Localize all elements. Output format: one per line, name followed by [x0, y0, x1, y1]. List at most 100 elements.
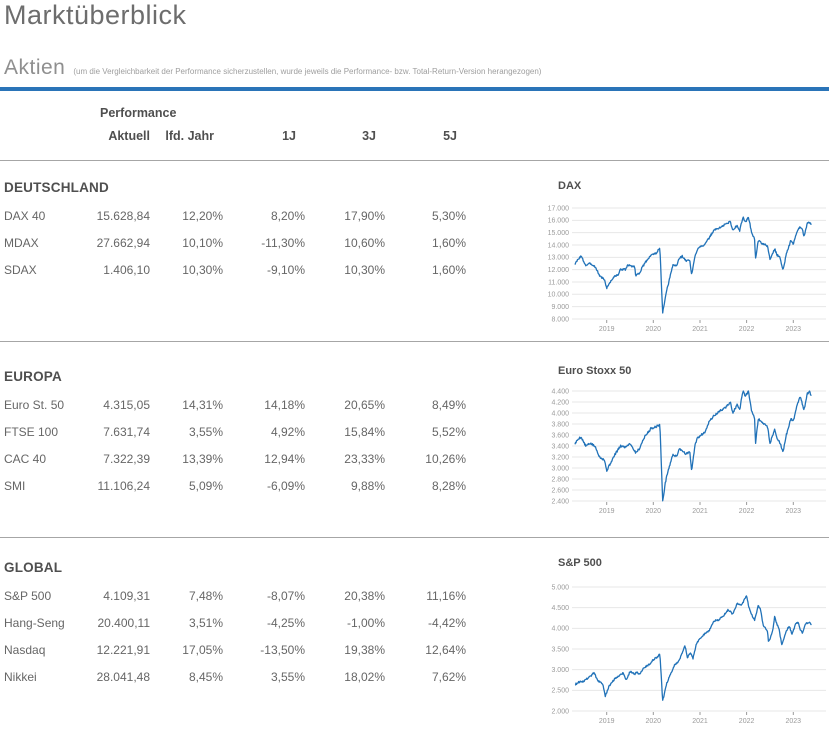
- x-axis: 2019 2020 2021 2022 2023: [599, 320, 801, 333]
- value-5j: 10,26%: [425, 452, 466, 466]
- x-tick-label: 2020: [646, 508, 662, 515]
- value-1j: 14,18%: [264, 398, 305, 412]
- y-tick-label: 3.200: [551, 454, 569, 461]
- x-tick-label: 2019: [599, 718, 615, 725]
- section-rows: DAX 40 15.628,84 12,20% 8,20% 17,90% 5,3…: [4, 203, 474, 284]
- x-axis: 2019 2020 2021 2022 2023: [599, 712, 801, 725]
- table-row: SMI 11.106,24 5,09% -6,09% 9,88% 8,28%: [4, 473, 466, 500]
- value-5j: 11,16%: [426, 589, 466, 603]
- index-name: Hang-Seng: [4, 616, 65, 630]
- value-1j: 3,55%: [270, 670, 305, 684]
- dax-chart: 17.000 16.000 15.000 14.000 13.000 12.000 11.0…: [548, 205, 826, 333]
- section-rows: S&P 500 4.109,31 7,48% -8,07% 20,38% 11,…: [4, 583, 474, 691]
- value-aktuell: 4.109,31: [103, 589, 150, 603]
- value-1j: -8,07%: [266, 589, 305, 603]
- y-tick-label: 4.200: [551, 399, 569, 406]
- x-tick-label: 2022: [739, 718, 755, 725]
- index-name: MDAX: [4, 236, 39, 250]
- dax-chart-title: DAX: [558, 180, 582, 192]
- col-header-lfd-jahr: lfd. Jahr: [165, 129, 214, 143]
- col-header-1j: 1J: [282, 129, 296, 143]
- value-3j: 17,90%: [344, 209, 385, 223]
- value-lfd-jahr: 7,48%: [188, 589, 223, 603]
- aktien-heading: Aktien: [4, 56, 66, 79]
- y-tick-label: 3.000: [551, 667, 569, 674]
- x-axis: 2019 2020 2021 2022 2023: [599, 502, 801, 515]
- x-tick-label: 2021: [692, 326, 708, 333]
- table-row: Euro St. 50 4.315,05 14,31% 14,18% 20,65…: [4, 392, 466, 419]
- y-tick-label: 9.000: [551, 304, 569, 311]
- y-tick-label: 2.600: [551, 487, 569, 494]
- price-line: [574, 216, 812, 314]
- price-line: [574, 390, 812, 502]
- table-row: Nasdaq 12.221,91 17,05% -13,50% 19,38% 1…: [4, 637, 466, 664]
- value-3j: -1,00%: [346, 616, 385, 630]
- value-1j: -13,50%: [260, 643, 305, 657]
- index-name: DAX 40: [4, 209, 46, 223]
- value-aktuell: 20.400,11: [97, 616, 151, 630]
- section-heading-line: Aktien (um die Vergleichbarkeit der Perf…: [4, 56, 541, 80]
- table-row: DAX 40 15.628,84 12,20% 8,20% 17,90% 5,3…: [4, 203, 466, 230]
- y-tick-label: 3.000: [551, 465, 569, 472]
- y-tick-label: 17.000: [548, 205, 569, 212]
- performance-group-header: Performance: [100, 106, 177, 120]
- value-3j: 18,02%: [344, 670, 385, 684]
- value-lfd-jahr: 3,51%: [188, 616, 223, 630]
- divider: [0, 341, 829, 342]
- section-title: EUROPA: [4, 369, 62, 384]
- value-aktuell: 27.662,94: [96, 236, 150, 250]
- y-tick-label: 4.000: [551, 410, 569, 417]
- value-3j: 15,84%: [344, 425, 385, 439]
- gridlines: 4.400 4.200 4.000 3.800 3.600 3.400 3.200 3.000…: [551, 388, 826, 505]
- y-tick-label: 13.000: [548, 255, 569, 262]
- y-tick-label: 2.800: [551, 476, 569, 483]
- y-tick-label: 4.000: [551, 626, 569, 633]
- x-tick-label: 2020: [646, 718, 662, 725]
- y-tick-label: 3.400: [551, 443, 569, 450]
- y-tick-label: 5.000: [551, 584, 569, 591]
- index-name: SMI: [4, 479, 26, 493]
- value-5j: 5,30%: [431, 209, 466, 223]
- value-lfd-jahr: 12,20%: [182, 209, 223, 223]
- value-aktuell: 1.406,10: [103, 263, 150, 277]
- value-1j: -11,30%: [261, 236, 305, 250]
- value-lfd-jahr: 13,39%: [182, 452, 223, 466]
- y-tick-label: 10.000: [548, 292, 569, 299]
- value-1j: -6,09%: [266, 479, 305, 493]
- divider: [0, 537, 829, 538]
- section-global: GLOBAL S&P 500 4.109,31 7,48% -8,07% 20,…: [4, 560, 474, 691]
- value-5j: 12,64%: [425, 643, 466, 657]
- value-lfd-jahr: 10,30%: [182, 263, 223, 277]
- y-tick-label: 11.000: [548, 279, 569, 286]
- value-1j: 12,94%: [264, 452, 305, 466]
- y-tick-label: 15.000: [548, 230, 569, 237]
- gridlines: 5.000 4.500 4.000 3.500 3.000 2.500 2.000: [551, 584, 826, 715]
- page-title: Marktüberblick: [4, 0, 187, 30]
- value-aktuell: 28.041,48: [96, 670, 150, 684]
- x-tick-label: 2020: [646, 326, 662, 333]
- y-tick-label: 8.000: [551, 316, 569, 323]
- index-name: Nikkei: [4, 670, 37, 684]
- index-name: Euro St. 50: [4, 398, 65, 412]
- value-lfd-jahr: 17,05%: [182, 643, 223, 657]
- value-lfd-jahr: 3,55%: [188, 425, 223, 439]
- value-5j: 7,62%: [431, 670, 466, 684]
- table-row: S&P 500 4.109,31 7,48% -8,07% 20,38% 11,…: [4, 583, 466, 610]
- gridlines: 17.000 16.000 15.000 14.000 13.000 12.000 11.0…: [548, 205, 826, 323]
- value-3j: 20,65%: [344, 398, 385, 412]
- x-tick-label: 2022: [739, 508, 755, 515]
- header-spacer: [4, 129, 96, 143]
- aktien-note: (um die Vergleichbarkeit der Performance…: [73, 67, 542, 76]
- index-name: Nasdaq: [4, 643, 46, 657]
- value-aktuell: 15.628,84: [96, 209, 150, 223]
- value-1j: 4,92%: [270, 425, 305, 439]
- value-3j: 9,88%: [350, 479, 385, 493]
- accent-rule: [0, 87, 829, 91]
- y-tick-label: 14.000: [548, 242, 569, 249]
- section-title: GLOBAL: [4, 560, 63, 575]
- x-tick-label: 2019: [599, 326, 615, 333]
- value-aktuell: 7.631,74: [103, 425, 150, 439]
- y-tick-label: 3.500: [551, 646, 569, 653]
- section-europa: EUROPA Euro St. 50 4.315,05 14,31% 14,18…: [4, 369, 474, 500]
